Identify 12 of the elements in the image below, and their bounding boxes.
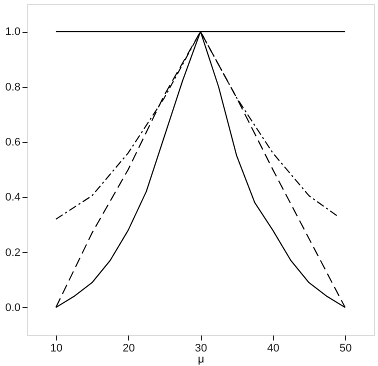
x-axis-title: μ [198,354,204,366]
x-tick-label: 10 [50,342,63,354]
y-tick-label: 0.4 [5,192,20,204]
y-tick-label: 0.6 [5,136,20,148]
x-tick-label: 30 [194,342,208,354]
y-tick-label: 0.8 [5,81,20,94]
x-tick-label: 40 [267,342,280,354]
x-tick-label: 50 [339,342,352,354]
x-tick-label: 20 [122,342,135,354]
y-tick-label: 0.0 [5,302,20,314]
y-tick-label: 1.0 [5,26,20,38]
y-tick-label: 0.2 [5,246,20,259]
